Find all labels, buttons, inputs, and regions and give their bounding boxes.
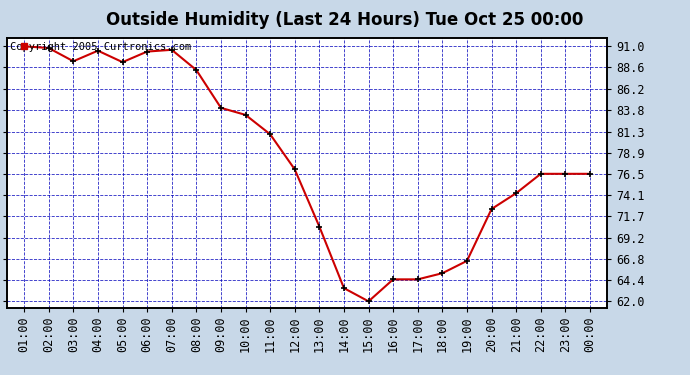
Text: Copyright 2005 Curtronics.com: Copyright 2005 Curtronics.com [10, 42, 191, 51]
Text: Outside Humidity (Last 24 Hours) Tue Oct 25 00:00: Outside Humidity (Last 24 Hours) Tue Oct… [106, 11, 584, 29]
